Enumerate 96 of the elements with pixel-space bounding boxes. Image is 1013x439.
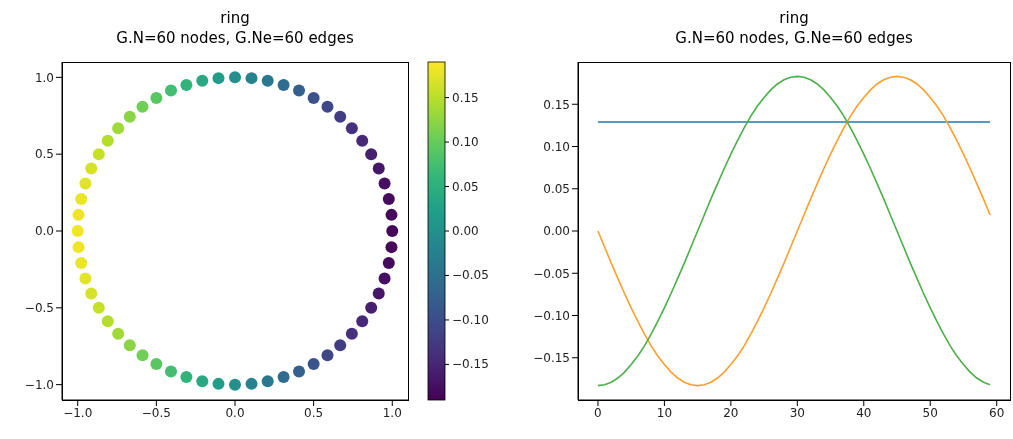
point: [277, 371, 290, 384]
y-tick-label: 1.0: [34, 70, 54, 85]
color-bar-label: 0.05: [452, 179, 479, 194]
color-bar-label: 0.15: [452, 90, 479, 105]
y-tick-label: −0.10: [533, 308, 570, 323]
color-bar-label: 0.10: [452, 135, 479, 150]
y-tick-label: −0.05: [533, 266, 570, 281]
point: [72, 241, 85, 254]
point: [307, 91, 320, 104]
x-tick-label: 0.0: [225, 405, 245, 420]
point: [79, 177, 92, 190]
chart-subtitle: G.N=60 nodes, G.Ne=60 edges: [115, 28, 355, 48]
point: [293, 84, 306, 97]
x-tick-label: 60: [989, 405, 1005, 420]
color-bar-label: −0.15: [452, 357, 489, 372]
chart-title: ring: [219, 8, 251, 28]
y-tick-label: −0.15: [533, 351, 570, 366]
point: [164, 84, 177, 97]
x-tick-label: 20: [723, 405, 739, 420]
point: [382, 256, 395, 269]
point: [245, 377, 258, 390]
point: [150, 358, 163, 371]
point: [365, 301, 378, 314]
point: [345, 122, 358, 135]
point: [229, 378, 241, 391]
point: [345, 327, 358, 340]
point: [356, 315, 369, 328]
point: [321, 100, 334, 113]
point: [92, 301, 105, 314]
y-tick-label: 0.5: [34, 147, 54, 162]
y-tick-label: −0.5: [24, 301, 54, 316]
point: [321, 349, 334, 362]
point: [378, 272, 391, 285]
color-bar-label: 0.00: [452, 224, 479, 238]
point: [136, 100, 149, 113]
color-bar-label: −0.05: [452, 268, 489, 283]
point: [196, 74, 209, 87]
point: [123, 339, 136, 352]
chart-title: ring: [778, 8, 810, 28]
point: [92, 148, 105, 161]
y-tick-label: 0.15: [543, 97, 570, 112]
point: [365, 148, 378, 161]
x-tick-label: −1.0: [63, 405, 93, 420]
point: [372, 162, 385, 175]
point: [356, 134, 369, 147]
point: [382, 193, 395, 206]
point: [245, 72, 258, 85]
color-bar-label: −0.10: [452, 312, 489, 327]
point: [261, 74, 274, 87]
point: [385, 241, 398, 254]
point: [75, 193, 88, 206]
point: [196, 375, 209, 388]
point: [180, 78, 193, 91]
y-tick-label: 0.10: [543, 139, 570, 154]
point: [112, 327, 125, 340]
x-tick-label: 0.5: [304, 405, 324, 420]
x-tick-label: −0.5: [141, 405, 171, 420]
point: [79, 272, 92, 285]
line-series: [597, 75, 991, 387]
x-tick-label: 40: [856, 405, 872, 420]
point: [101, 134, 114, 147]
point: [334, 110, 347, 123]
point: [164, 365, 177, 378]
x-tick-label: 30: [789, 405, 805, 420]
point: [334, 339, 347, 352]
point: [101, 315, 114, 328]
point: [112, 122, 125, 135]
x-tick-label: 10: [656, 405, 673, 420]
point: [85, 162, 98, 175]
x-tick-label: 50: [922, 405, 938, 420]
point: [123, 110, 136, 123]
point: [307, 358, 320, 371]
x-tick-label: 0: [594, 405, 602, 420]
point: [229, 71, 241, 84]
y-tick-label: 0.0: [34, 224, 54, 239]
point: [385, 208, 398, 221]
point: [212, 72, 225, 85]
point: [180, 371, 193, 384]
x-tick-label: 1.0: [382, 405, 402, 420]
point: [293, 365, 306, 378]
point: [75, 256, 88, 269]
point: [136, 349, 149, 362]
point: [378, 177, 391, 190]
y-tick-label: 0.05: [543, 182, 570, 197]
point: [72, 208, 85, 221]
point: [386, 225, 399, 237]
point: [212, 377, 225, 390]
point: [277, 78, 290, 91]
y-tick-label: 0.00: [543, 224, 570, 239]
y-tick-label: −1.0: [24, 377, 54, 392]
point: [372, 287, 385, 300]
point: [85, 287, 98, 300]
chart-subtitle: G.N=60 nodes, G.Ne=60 edges: [674, 28, 914, 48]
point: [261, 375, 274, 388]
point: [71, 225, 84, 237]
point: [150, 91, 163, 104]
